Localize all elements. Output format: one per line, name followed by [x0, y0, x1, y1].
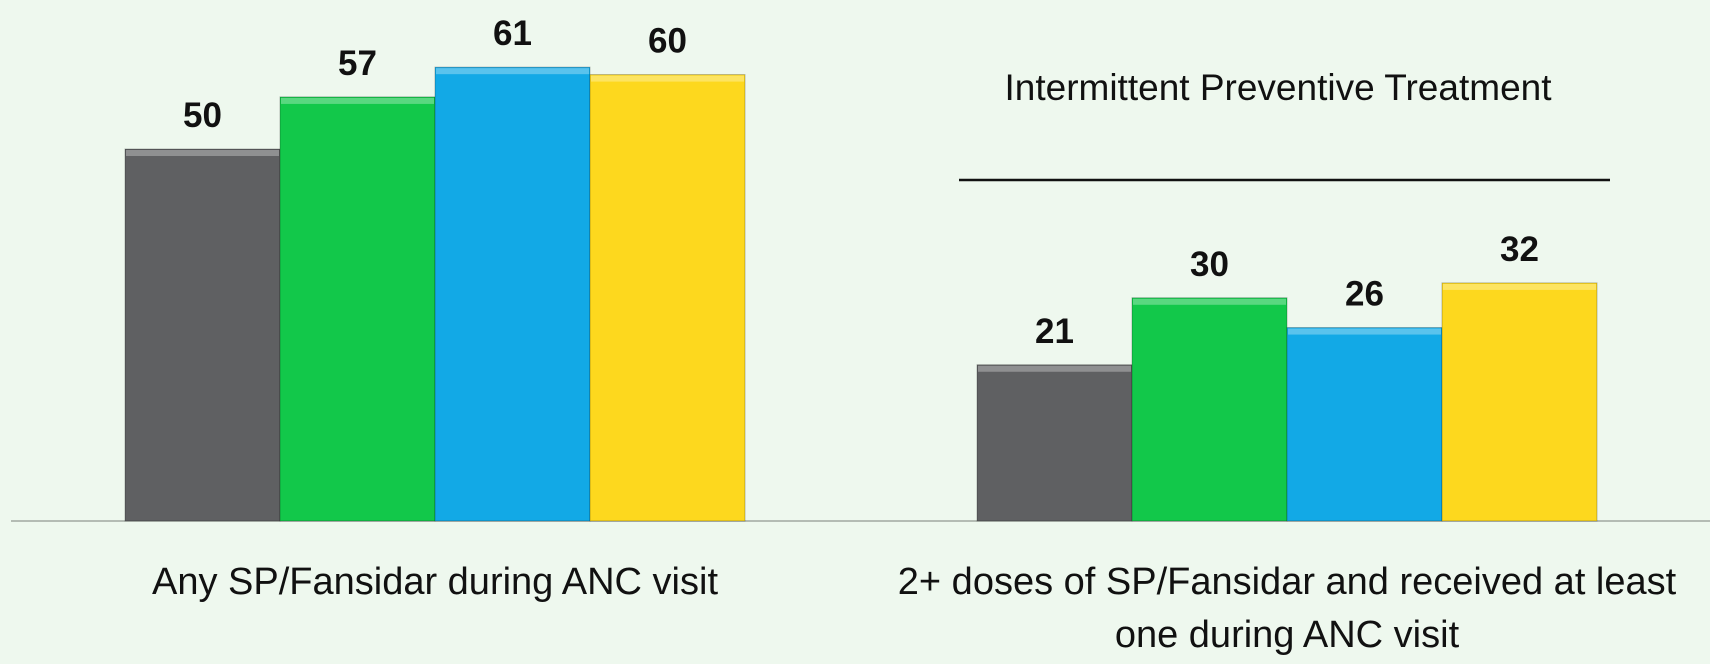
bar: [434, 66, 591, 522]
value-label: 50: [183, 96, 222, 135]
bar-bevel: [1133, 298, 1286, 305]
value-label: 32: [1500, 230, 1539, 269]
x-tick-label: Any SP/Fansidar during ANC visit: [151, 561, 718, 603]
value-label: 26: [1345, 275, 1384, 314]
bar-bevel: [126, 150, 279, 156]
bar-bevel: [978, 365, 1131, 372]
bar: [1286, 327, 1443, 522]
bar: [1131, 297, 1288, 522]
value-label: 60: [648, 22, 687, 61]
annotation: Intermittent Preventive Treatment: [1004, 67, 1552, 108]
value-label: 57: [338, 44, 377, 83]
bar: [124, 148, 281, 522]
value-label: 21: [1035, 312, 1074, 351]
bar: [1441, 282, 1598, 522]
bar-bevel: [436, 68, 589, 75]
value-label: 61: [493, 14, 532, 53]
x-tick-label: 2+ doses of SP/Fansidar and received at …: [897, 561, 1677, 656]
bar-bevel: [591, 75, 744, 82]
bar: [279, 96, 436, 522]
bar-bevel: [1288, 328, 1441, 335]
bar-bevel: [281, 97, 434, 104]
value-label: 30: [1190, 245, 1229, 284]
bar-bevel: [1443, 283, 1596, 290]
bar: [589, 74, 746, 522]
bar: [976, 364, 1133, 522]
